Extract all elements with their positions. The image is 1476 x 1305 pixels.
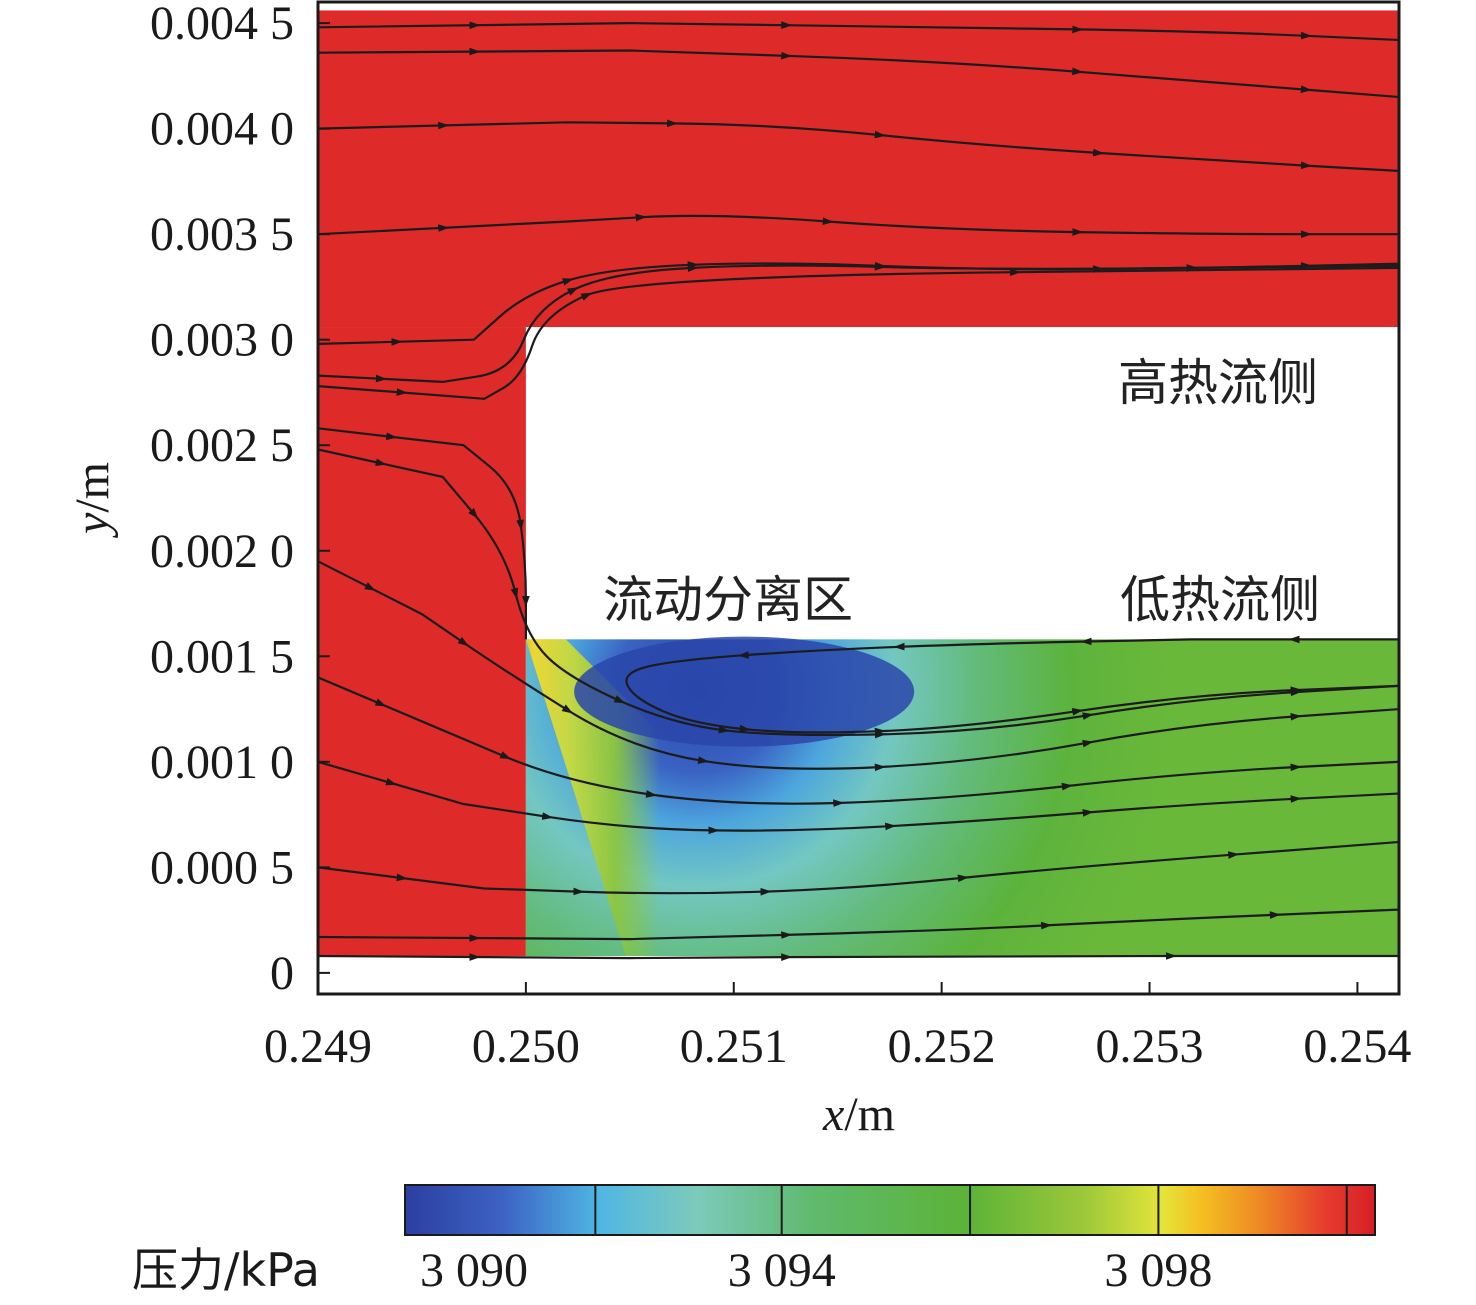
streamline <box>318 49 1399 99</box>
streamline <box>318 266 1399 400</box>
colorbar-title: 压力/kPa <box>132 1243 320 1297</box>
plot-frame <box>316 0 1401 996</box>
x-tick-label: 0.254 <box>1303 1020 1411 1073</box>
x-tick-label: 0.253 <box>1096 1020 1204 1073</box>
streamline <box>318 908 1399 941</box>
x-axis-unit: /m <box>844 1088 895 1141</box>
inlet-channel <box>318 327 526 957</box>
streamline <box>625 638 1399 734</box>
y-tick-label: 0.001 0 <box>150 736 294 789</box>
x-tick-label: 0.249 <box>264 1020 372 1073</box>
streamline <box>318 560 1399 770</box>
annotation-flow-separation-zone: 流动分离区 <box>603 571 853 629</box>
streamline <box>318 21 1399 42</box>
y-tick-label: 0.003 0 <box>150 314 294 367</box>
y-tick-label: 0.001 5 <box>150 630 294 683</box>
y-tick-label: 0.003 5 <box>150 208 294 261</box>
y-axis-var: y <box>66 512 119 539</box>
x-tick-label: 0.252 <box>888 1020 996 1073</box>
x-tick-label: 0.250 <box>472 1020 580 1073</box>
colorbar: 压力/kPa 3 090 3 094 3 098 <box>132 1184 1376 1297</box>
streamlines <box>318 21 1399 961</box>
colorbar-gradient <box>404 1184 1376 1236</box>
y-tick-label: 0.004 5 <box>150 0 294 50</box>
x-tick-label: 0.251 <box>680 1020 788 1073</box>
colorbar-tick-label: 3 090 <box>420 1244 528 1297</box>
streamline <box>318 954 1399 960</box>
y-tick-label: 0.004 0 <box>150 103 294 156</box>
streamline <box>318 840 1399 895</box>
colorbar-tick-label: 3 094 <box>728 1244 836 1297</box>
streamline <box>318 264 1399 384</box>
y-tick-label: 0 <box>270 947 294 1000</box>
pressure-field <box>318 10 1399 957</box>
y-tick-label: 0.002 0 <box>150 525 294 578</box>
streamline <box>318 121 1399 172</box>
y-tick-label: 0.000 5 <box>150 841 294 894</box>
axes: 0.249 0.250 0.251 0.252 0.253 0.254 0 0.000 5 0.… <box>150 0 1411 1073</box>
pressure-recovery-front <box>525 639 706 957</box>
y-axis-unit: /m <box>66 462 119 513</box>
annotation-high-heat-flux-side: 高热流侧 <box>1118 354 1318 412</box>
y-tick-label: 0.002 5 <box>150 419 294 472</box>
streamline <box>318 427 527 640</box>
annotation-low-heat-flux-side: 低热流侧 <box>1120 571 1320 629</box>
colorbar-tick-label: 3 098 <box>1104 1244 1212 1297</box>
x-axis-var: x <box>822 1088 844 1141</box>
plot-area <box>318 10 1399 961</box>
y-axis-title: y/m <box>66 462 119 539</box>
x-axis-title: x/m <box>822 1088 895 1141</box>
